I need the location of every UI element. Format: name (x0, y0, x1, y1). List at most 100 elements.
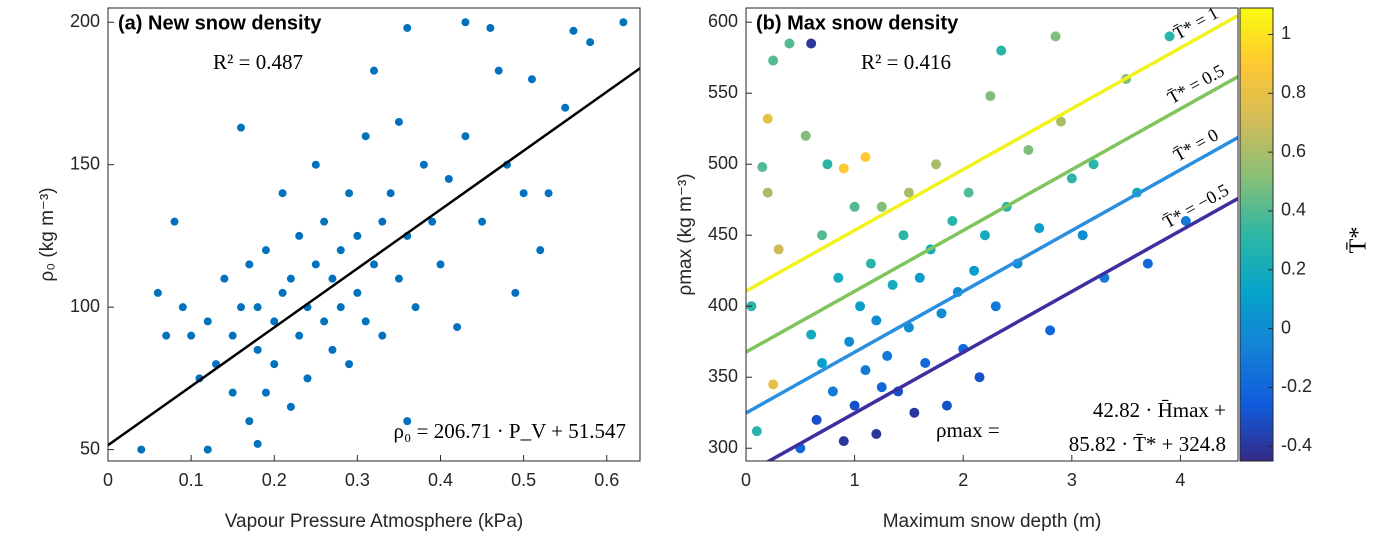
point (153, 288, 162, 297)
point (436, 260, 445, 269)
point (817, 230, 828, 241)
point (768, 379, 779, 390)
point (345, 360, 354, 369)
annotation: ρmax = (936, 418, 1000, 442)
point (844, 336, 855, 347)
point (569, 26, 578, 35)
point (461, 132, 470, 141)
point (941, 400, 952, 411)
point (345, 189, 354, 198)
point (220, 274, 229, 283)
x-tick-label: 0 (103, 470, 113, 490)
point (403, 417, 412, 426)
point (561, 103, 570, 112)
point (827, 386, 838, 397)
point (909, 407, 920, 418)
x-tick-label: 0 (741, 470, 751, 490)
point (1164, 31, 1175, 42)
point (1045, 325, 1056, 336)
y-tick-label: 150 (70, 153, 100, 173)
point (278, 189, 287, 198)
point (768, 55, 779, 66)
point (855, 301, 866, 312)
y-tick-label: 200 (70, 11, 100, 31)
point (228, 331, 237, 340)
point (311, 260, 320, 269)
colorbar-tick-label: 0.6 (1281, 141, 1306, 161)
point (1180, 216, 1191, 227)
point (985, 91, 996, 102)
point (453, 323, 462, 332)
model-line (765, 196, 1238, 461)
x-tick-label: 0.6 (594, 470, 619, 490)
point (838, 436, 849, 447)
point (996, 45, 1007, 56)
point (974, 372, 985, 383)
point (320, 317, 329, 326)
point (295, 231, 304, 240)
point (586, 38, 595, 47)
point (378, 217, 387, 226)
point (203, 445, 212, 454)
point (261, 246, 270, 255)
point (849, 400, 860, 411)
colorbar-tick-label: 0 (1281, 317, 1291, 337)
plot-area (746, 14, 1238, 461)
point (494, 66, 503, 75)
point (170, 217, 179, 226)
y-tick-label: 450 (708, 224, 738, 244)
point (386, 189, 395, 198)
point (849, 201, 860, 212)
point (898, 230, 909, 241)
point (914, 272, 925, 283)
point (947, 216, 958, 227)
colorbar-label: T̄* (1346, 227, 1372, 254)
point (822, 159, 833, 170)
point (286, 274, 295, 283)
model-line (746, 75, 1238, 354)
point (419, 160, 428, 169)
point (328, 274, 337, 283)
panel-title: (b) Max snow density (756, 12, 959, 34)
point (619, 18, 628, 27)
point (228, 388, 237, 397)
colorbar (1239, 7, 1274, 462)
point (1034, 223, 1045, 234)
y-tick-label: 350 (708, 366, 738, 386)
y-tick-label: 300 (708, 437, 738, 457)
point (237, 123, 245, 132)
point (920, 358, 931, 369)
point (461, 18, 470, 27)
point (394, 117, 403, 126)
point (860, 365, 871, 376)
point (478, 217, 487, 226)
point (1066, 173, 1077, 184)
point (876, 382, 887, 393)
point (806, 38, 817, 49)
point (261, 388, 270, 397)
colorbar-tick-label: 0.4 (1281, 200, 1306, 220)
point (800, 130, 811, 141)
fit-line (108, 67, 640, 447)
point (253, 439, 262, 448)
colorbar-tick-label: -0.4 (1281, 435, 1312, 455)
point (245, 417, 254, 426)
point (361, 132, 370, 141)
colorbar-tick-label: 0.2 (1281, 259, 1306, 279)
point (403, 23, 412, 32)
point (882, 350, 893, 361)
y-tick-label: 550 (708, 82, 738, 102)
point (245, 260, 254, 269)
point (871, 429, 882, 440)
point (784, 38, 795, 49)
point (876, 201, 887, 212)
model-line (746, 136, 1238, 415)
point (903, 187, 914, 198)
y-axis-label: ρ₀ (kg m⁻³) (37, 187, 58, 281)
point (137, 445, 146, 454)
point (811, 414, 822, 425)
point (370, 66, 378, 75)
x-tick-label: 0.1 (179, 470, 204, 490)
x-tick-label: 0.4 (428, 470, 453, 490)
colorbar-tick-label: 1 (1281, 23, 1291, 43)
